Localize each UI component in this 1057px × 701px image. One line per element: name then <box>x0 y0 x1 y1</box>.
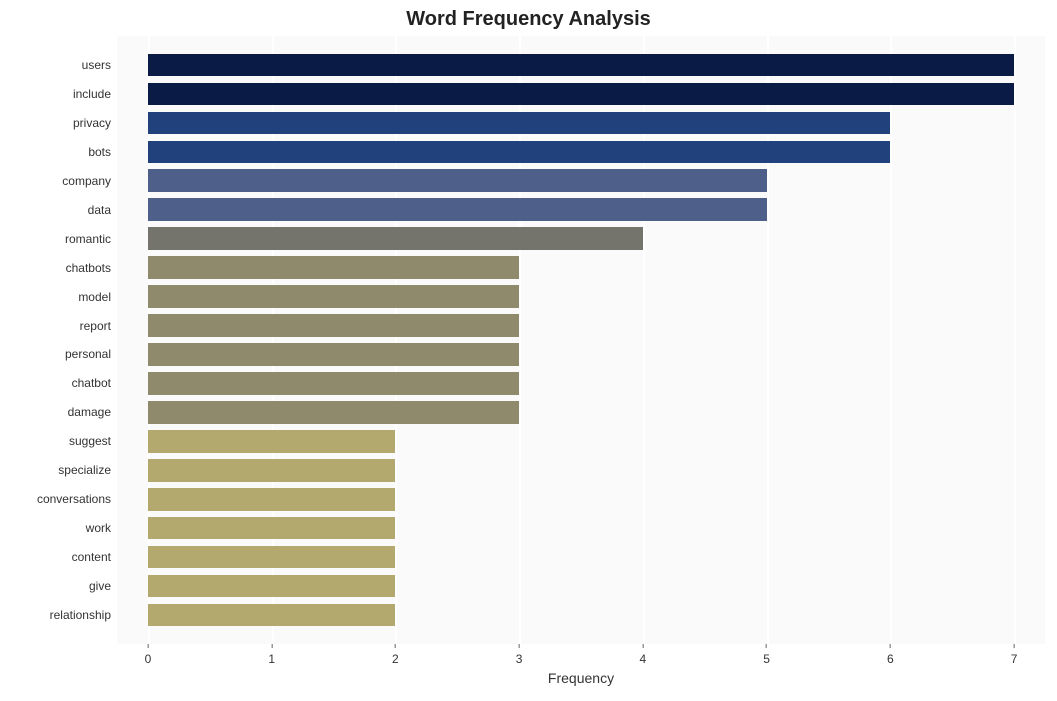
y-tick-label: data <box>88 203 111 217</box>
y-tick-label: company <box>62 174 111 188</box>
y-tick-label: damage <box>68 405 111 419</box>
tick-mark <box>271 644 272 648</box>
y-tick-label: suggest <box>69 434 111 448</box>
y-tick-label: privacy <box>73 116 111 130</box>
bar <box>148 169 767 192</box>
grid-line <box>890 36 892 644</box>
x-tick-label: 4 <box>640 652 647 666</box>
bar <box>148 198 767 221</box>
bar <box>148 604 395 627</box>
bar <box>148 401 519 424</box>
chart-title: Word Frequency Analysis <box>0 8 1057 31</box>
x-tick-label: 0 <box>145 652 152 666</box>
bar <box>148 54 1014 77</box>
x-tick: 5 <box>763 644 770 666</box>
x-axis-label: Frequency <box>117 670 1045 686</box>
bar <box>148 430 395 453</box>
tick-mark <box>890 644 891 648</box>
x-tick-label: 1 <box>268 652 275 666</box>
bar <box>148 517 395 540</box>
tick-mark <box>1014 644 1015 648</box>
bar <box>148 488 395 511</box>
tick-mark <box>147 644 148 648</box>
y-tick-label: bots <box>88 145 111 159</box>
y-tick-label: work <box>86 521 111 535</box>
y-tick-label: include <box>73 87 111 101</box>
bar <box>148 459 395 482</box>
y-tick-label: content <box>72 550 111 564</box>
x-tick: 4 <box>640 644 647 666</box>
bar <box>148 314 519 337</box>
x-tick-label: 2 <box>392 652 399 666</box>
y-tick-label: conversations <box>37 492 111 506</box>
y-tick-label: give <box>89 579 111 593</box>
x-tick-label: 7 <box>1011 652 1018 666</box>
chart-container: Word Frequency Analysis Frequency users i… <box>0 0 1057 701</box>
x-tick: 2 <box>392 644 399 666</box>
tick-mark <box>766 644 767 648</box>
bar <box>148 575 395 598</box>
bar <box>148 546 395 569</box>
x-tick-label: 5 <box>763 652 770 666</box>
x-tick-label: 6 <box>887 652 894 666</box>
x-tick: 1 <box>268 644 275 666</box>
plot-area <box>117 36 1045 644</box>
y-tick-label: chatbot <box>72 376 111 390</box>
bar <box>148 343 519 366</box>
y-tick-label: specialize <box>58 463 111 477</box>
tick-mark <box>395 644 396 648</box>
bar <box>148 285 519 308</box>
y-tick-label: personal <box>65 347 111 361</box>
tick-mark <box>642 644 643 648</box>
bar <box>148 227 643 250</box>
bar <box>148 372 519 395</box>
y-tick-label: chatbots <box>66 261 111 275</box>
bar <box>148 141 890 164</box>
x-tick: 3 <box>516 644 523 666</box>
bar <box>148 112 890 135</box>
x-tick: 7 <box>1011 644 1018 666</box>
y-tick-label: users <box>82 58 111 72</box>
x-tick: 6 <box>887 644 894 666</box>
y-tick-label: relationship <box>50 608 111 622</box>
grid-line <box>1014 36 1016 644</box>
x-tick-label: 3 <box>516 652 523 666</box>
y-tick-label: model <box>78 290 111 304</box>
bar <box>148 256 519 279</box>
x-tick: 0 <box>145 644 152 666</box>
y-tick-label: romantic <box>65 232 111 246</box>
y-tick-label: report <box>80 319 111 333</box>
bar <box>148 83 1014 106</box>
tick-mark <box>519 644 520 648</box>
